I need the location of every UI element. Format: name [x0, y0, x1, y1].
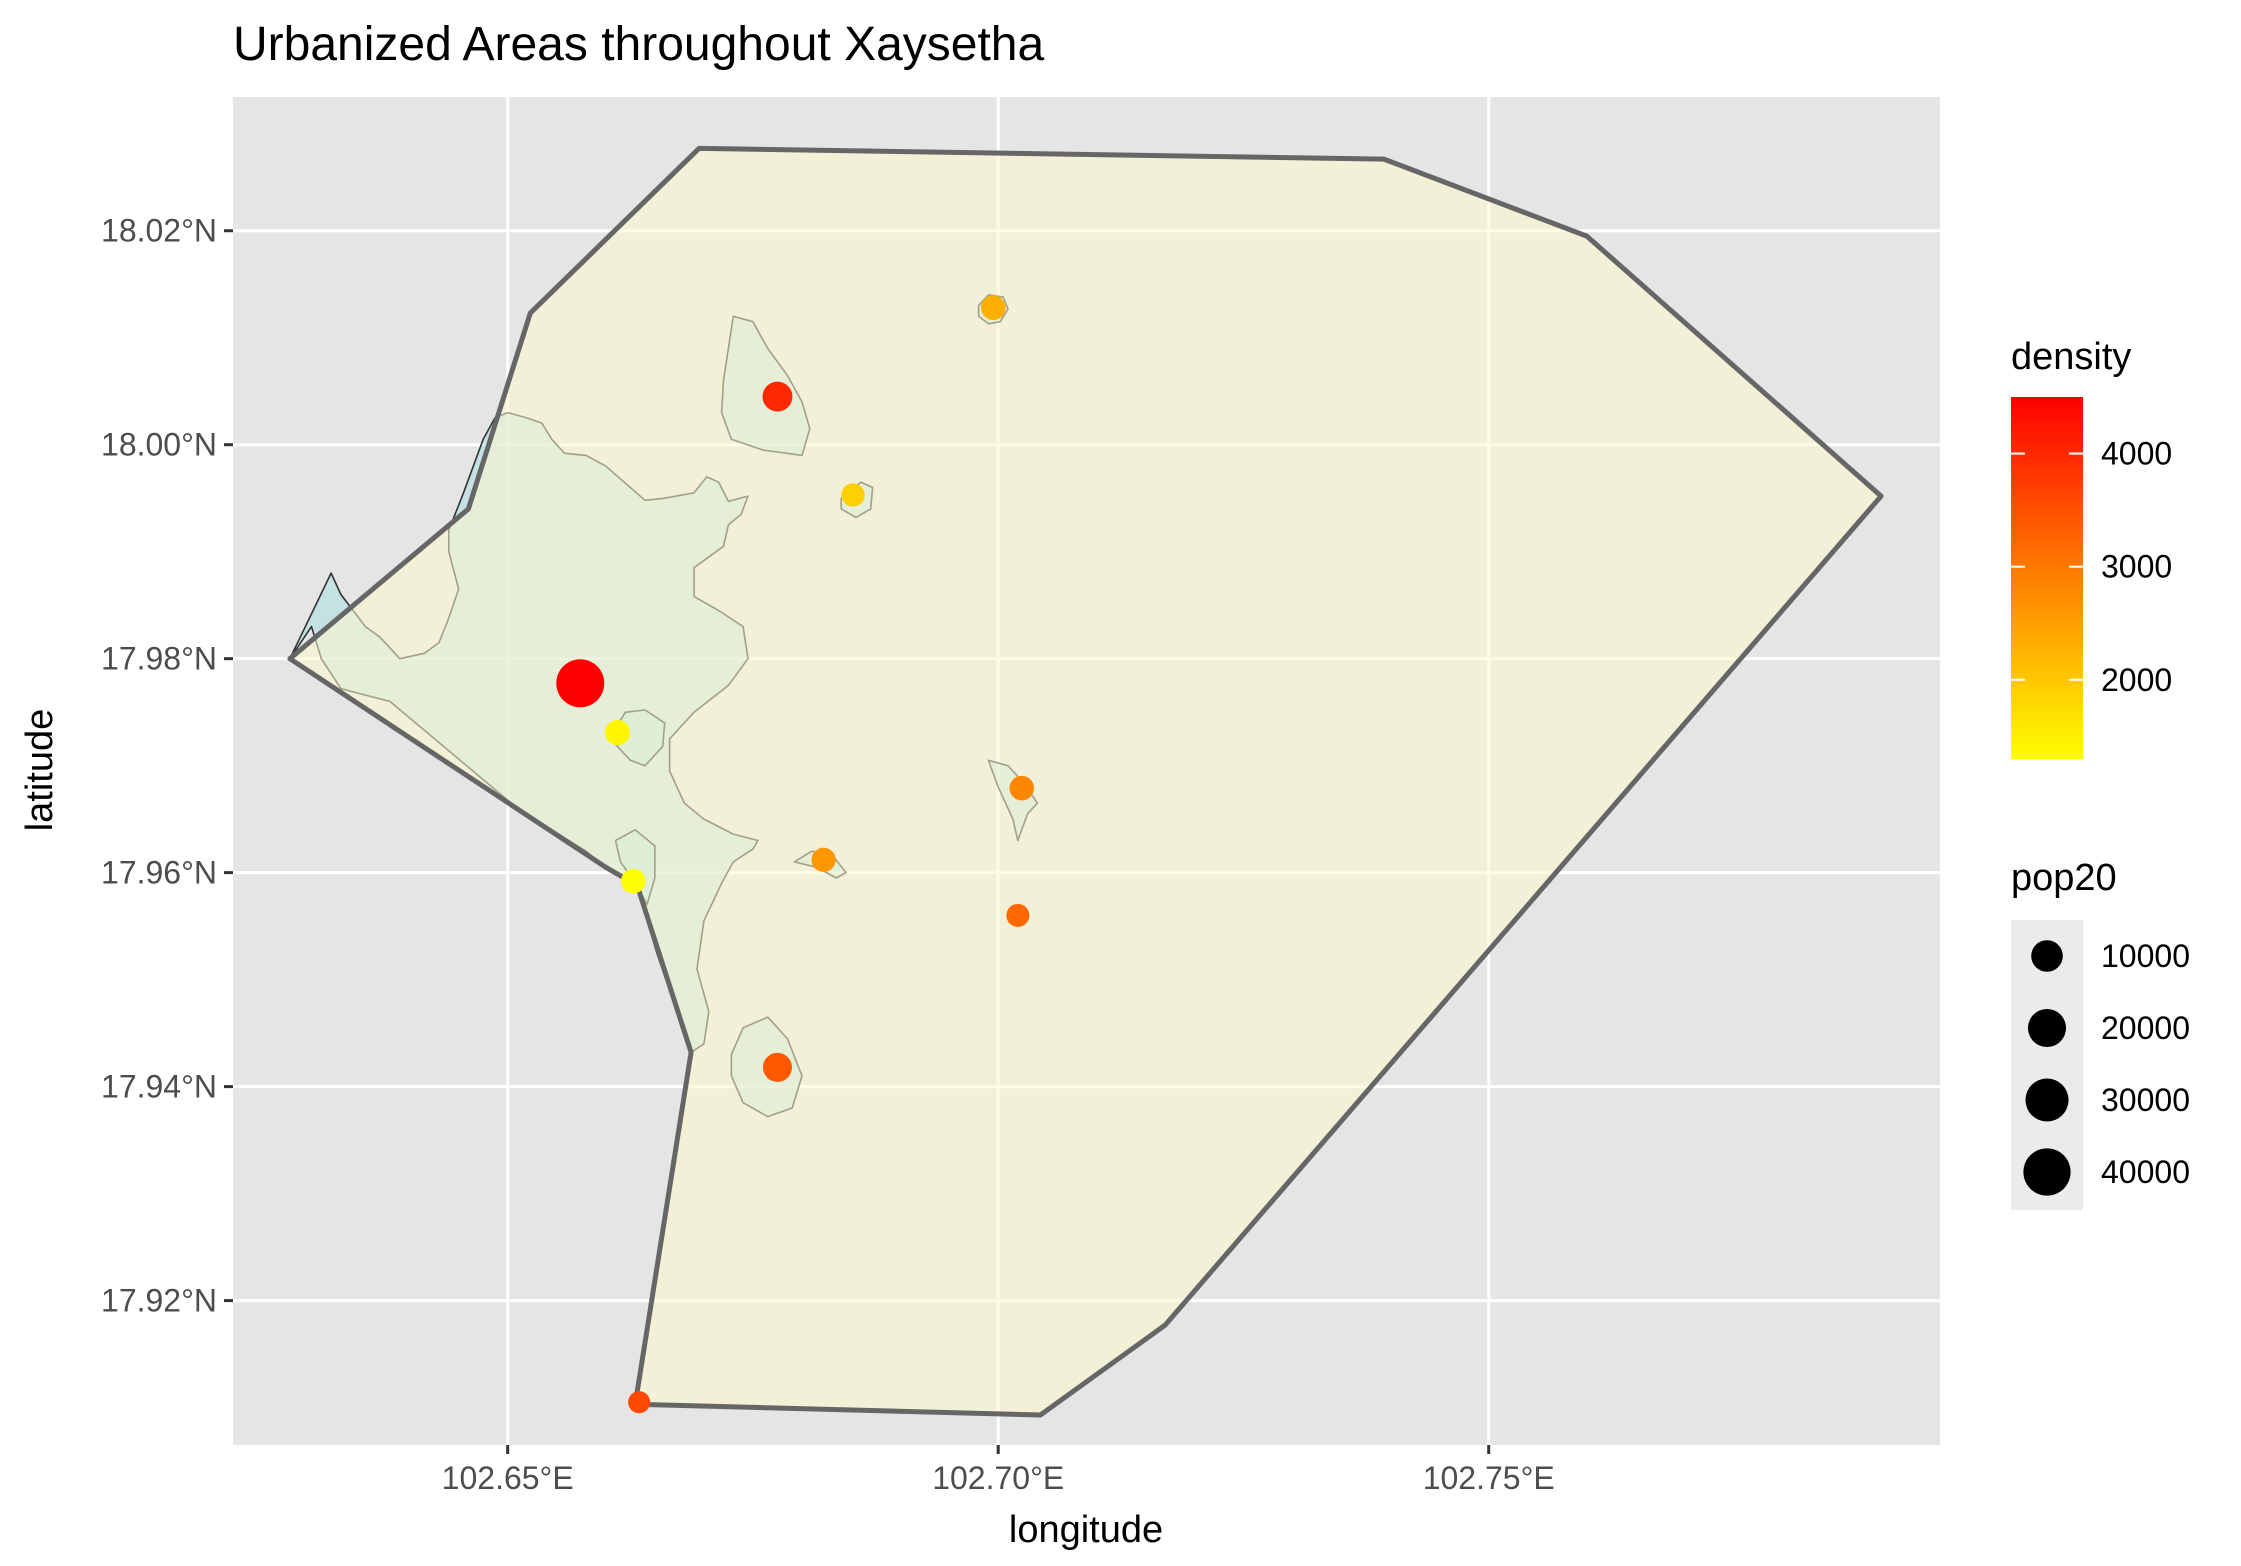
x-axis-label: longitude [1009, 1509, 1163, 1551]
settlement-point [811, 847, 836, 872]
pop20-legend-symbol [2031, 940, 2063, 972]
settlement-point [841, 483, 865, 507]
settlement-point [762, 1052, 793, 1082]
density-legend-label: 4000 [2101, 436, 2172, 472]
x-tick-label: 102.65°E [442, 1460, 574, 1496]
y-axis-ticks: 18.02°N 18.00°N 17.98°N 17.96°N 17.94°N 17.92… [101, 213, 233, 1319]
settlement-point [628, 1391, 651, 1414]
settlement-point [1009, 775, 1035, 801]
density-legend-title: density [2011, 336, 2131, 378]
pop20-legend-symbol [2025, 1078, 2069, 1122]
y-tick-label: 18.02°N [101, 213, 217, 249]
district-boundary-layer [287, 145, 1884, 1418]
x-tick-label: 102.75°E [1423, 1460, 1555, 1496]
y-tick-label: 17.92°N [101, 1283, 217, 1319]
pop20-legend-label: 20000 [2101, 1010, 2190, 1046]
y-tick-label: 18.00°N [101, 427, 217, 463]
chart-title: Urbanized Areas throughout Xaysetha [233, 18, 1045, 71]
pop20-legend-symbol [2027, 1008, 2067, 1048]
pop20-legend-label: 40000 [2101, 1154, 2190, 1190]
x-axis-ticks: 102.65°E 102.70°E 102.75°E [442, 1445, 1555, 1496]
x-tick-label: 102.70°E [932, 1460, 1064, 1496]
y-tick-label: 17.98°N [101, 641, 217, 677]
y-tick-label: 17.96°N [101, 855, 217, 891]
density-colorbar [2011, 397, 2083, 759]
density-legend-label: 2000 [2101, 662, 2172, 698]
density-legend-label: 3000 [2101, 549, 2172, 585]
settlement-point [1006, 903, 1030, 927]
district-boundary [287, 145, 1884, 1418]
density-legend-labels: 4000 3000 2000 [2011, 436, 2172, 698]
pop20-legend-title: pop20 [2011, 857, 2117, 899]
pop20-legend-label: 30000 [2101, 1082, 2190, 1118]
settlement-point [556, 659, 605, 708]
settlement-point [604, 719, 631, 746]
density-legend: density 4000 3000 2000 [2011, 336, 2172, 759]
settlement-point [620, 868, 646, 894]
y-tick-label: 17.94°N [101, 1069, 217, 1105]
pop20-legend-items: 10000 20000 30000 40000 [2023, 938, 2190, 1196]
pop20-legend-label: 10000 [2101, 938, 2190, 974]
settlement-point [762, 381, 793, 412]
settlement-points [556, 295, 1035, 1414]
settlement-point [981, 295, 1006, 321]
pop20-legend: pop20 10000 20000 30000 40000 [2011, 857, 2190, 1210]
pop20-legend-symbol [2023, 1148, 2071, 1196]
y-axis-label: latitude [19, 709, 61, 832]
